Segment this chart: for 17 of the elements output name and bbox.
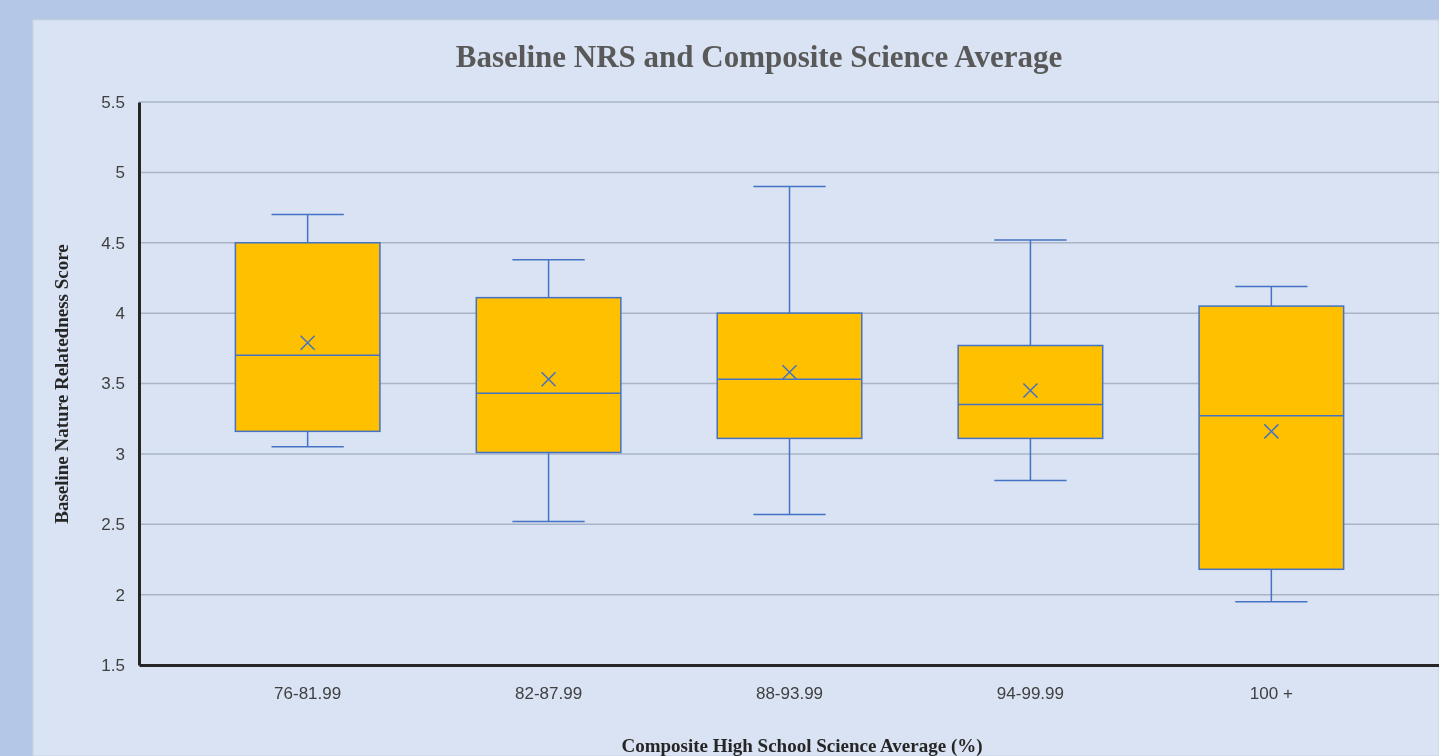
x-axis-title: Composite High School Science Average (%) [621,735,983,756]
y-tick-label: 5.5 [101,92,125,112]
x-tick-label: 94-99.99 [996,684,1064,704]
x-tick-label: 82-87.99 [515,684,583,704]
x-tick-label: 76-81.99 [274,684,342,704]
x-tick-label: 88-93.99 [755,684,824,704]
y-tick-label: 1.5 [101,655,125,675]
y-tick-label: 2 [115,585,125,605]
y-axis-title: Baseline Nature Relatedness Score [51,244,72,524]
x-tick-label: 100 + [1249,684,1293,704]
y-tick-label: 5 [115,163,125,183]
y-tick-label: 4 [115,304,125,324]
chart-title: Baseline NRS and Composite Science Average [455,39,1063,74]
y-tick-label: 2.5 [101,515,125,535]
y-tick-label: 4.5 [101,233,125,253]
y-tick-label: 3 [115,444,125,464]
y-tick-label: 3.5 [101,374,125,394]
